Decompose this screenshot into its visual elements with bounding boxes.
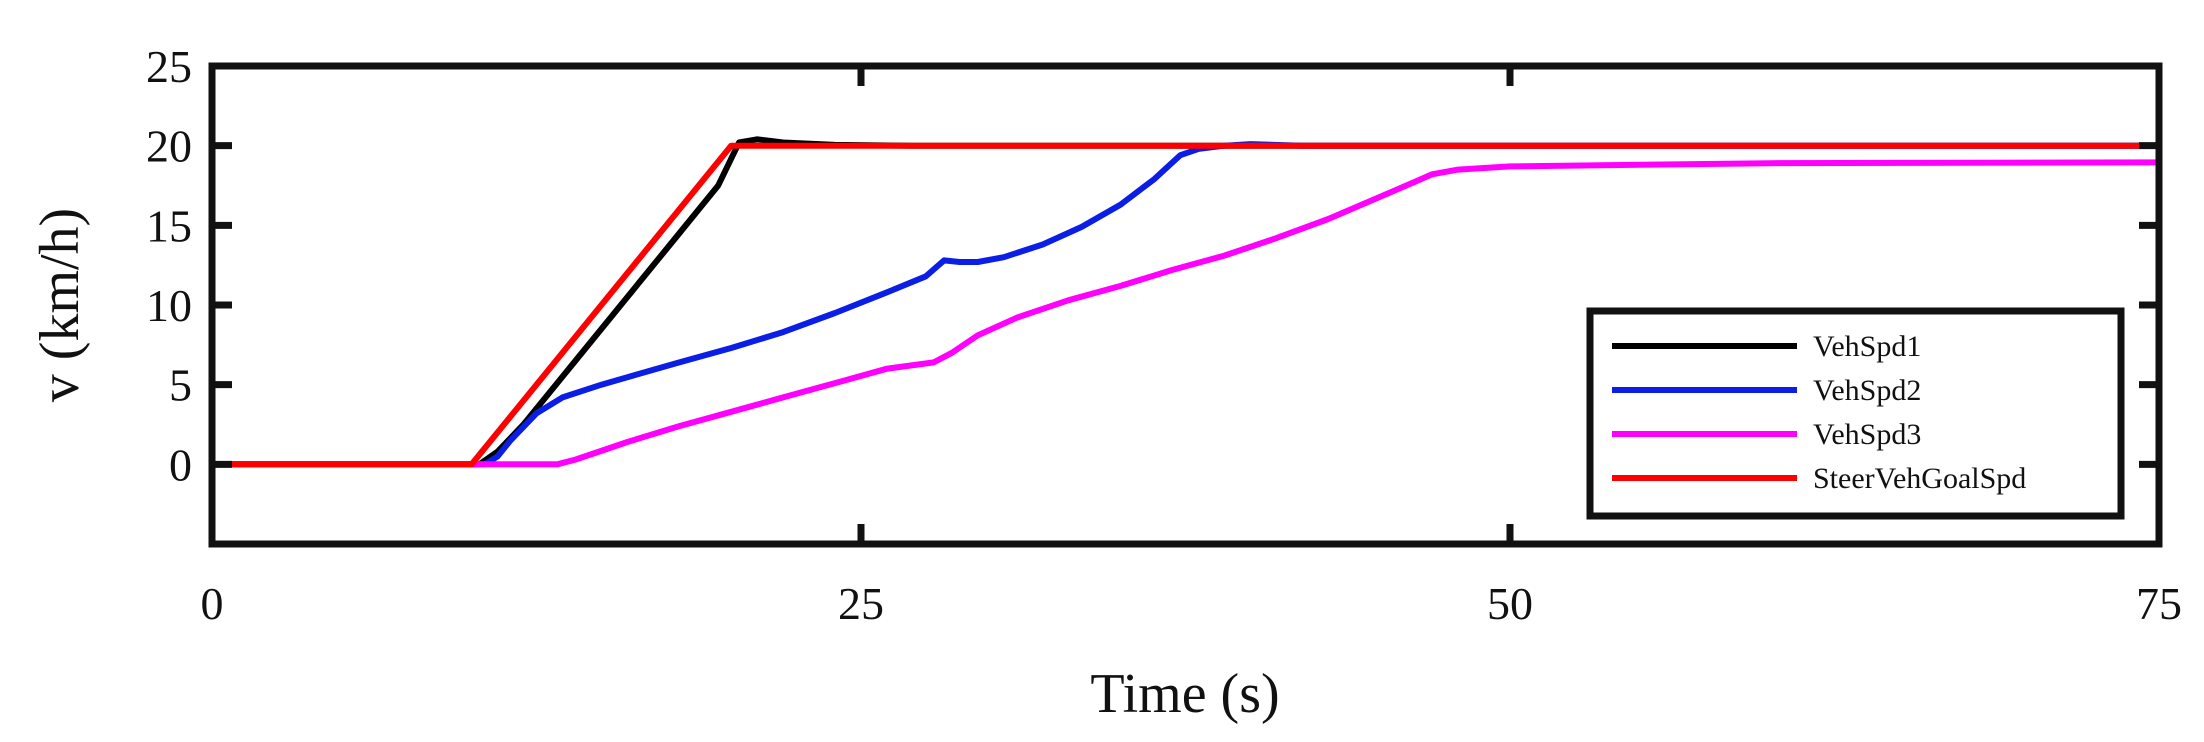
y-tick-label: 0 bbox=[169, 439, 192, 490]
y-tick-label: 10 bbox=[146, 280, 192, 331]
x-tick-label: 25 bbox=[838, 578, 884, 629]
y-tick-labels: 0 5 10 15 20 25 bbox=[146, 41, 192, 490]
y-tick-label: 15 bbox=[146, 200, 192, 251]
series-line-vehspd3 bbox=[212, 159, 2159, 468]
legend-label-vehspd2: VehSpd2 bbox=[1813, 374, 1921, 407]
legend-items: VehSpd1 VehSpd2 VehSpd3 SteerVehGoalSpd bbox=[1612, 330, 2026, 495]
y-tick-label: 5 bbox=[169, 360, 192, 411]
plot-area bbox=[208, 62, 2163, 548]
legend: VehSpd1 VehSpd2 VehSpd3 SteerVehGoalSpd bbox=[1586, 307, 2125, 520]
legend-label-vehspd3: VehSpd3 bbox=[1813, 418, 1921, 451]
x-tick-label: 50 bbox=[1487, 578, 1533, 629]
x-tick-labels: 0 25 50 75 bbox=[201, 578, 2183, 629]
y-tick-label: 20 bbox=[146, 121, 192, 172]
legend-label-steervehgoalspd: SteerVehGoalSpd bbox=[1813, 462, 2026, 495]
x-tick-label: 75 bbox=[2136, 578, 2182, 629]
y-tick-label: 25 bbox=[146, 41, 192, 92]
x-axis-title: Time (s) bbox=[1090, 663, 1279, 725]
x-tick-label: 0 bbox=[201, 578, 224, 629]
series-layer bbox=[212, 136, 2159, 468]
legend-label-vehspd1: VehSpd1 bbox=[1813, 330, 1921, 363]
series-line-steervehgoalspd bbox=[212, 142, 2159, 468]
tick-marks bbox=[208, 62, 2163, 544]
y-axis-title: v (km/h) bbox=[29, 208, 91, 402]
